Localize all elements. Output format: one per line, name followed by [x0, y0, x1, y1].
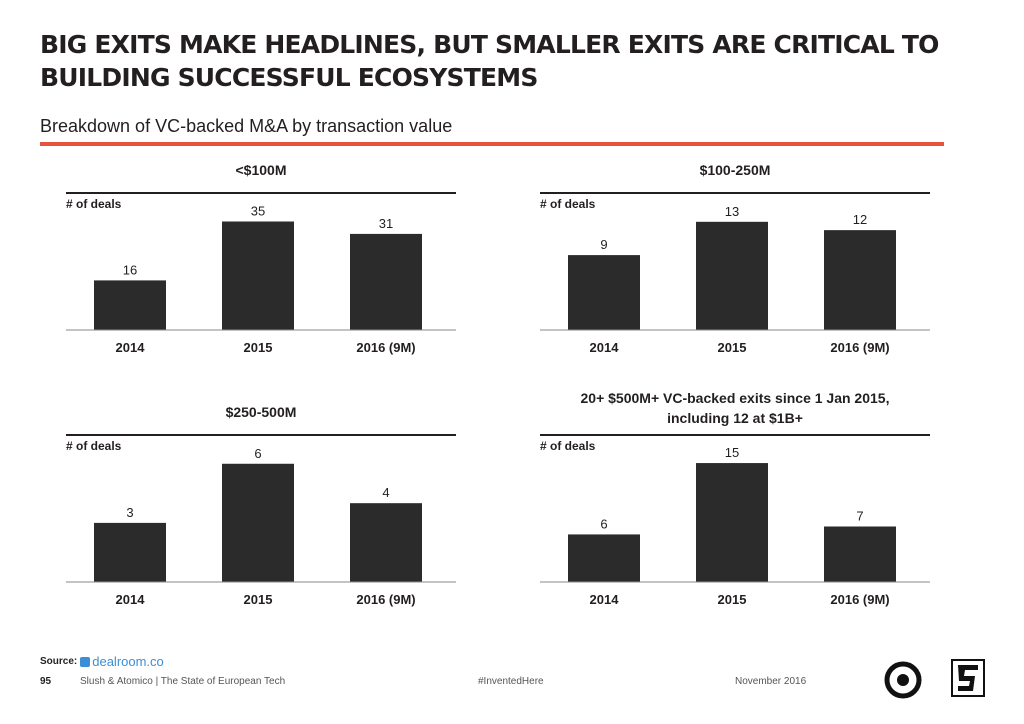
category-label: 2014	[590, 592, 620, 607]
y-axis-label: # of deals	[540, 439, 596, 453]
bar-chart-under-100m: # of deals 16 2014 35 2015 31 2016 (9M)	[66, 197, 456, 355]
chart-panel-under-100m: <$100M # of deals 16 2014 35 2015 31 2016 (9M)	[66, 160, 456, 360]
y-axis-label: # of deals	[540, 197, 596, 211]
value-label: 31	[379, 216, 393, 231]
bar-2015	[696, 463, 768, 582]
category-label: 2014	[590, 340, 620, 355]
source-line: Source: dealroom.co	[40, 654, 164, 669]
category-label: 2015	[718, 340, 747, 355]
bar-chart-100-250m: # of deals 9 2014 13 2015 12 2016 (9M)	[540, 197, 930, 355]
value-label: 16	[123, 262, 137, 277]
chart-panel-100-250m: $100-250M # of deals 9 2014 13 2015 12 2016 (9…	[540, 160, 930, 360]
value-label: 3	[126, 505, 133, 520]
value-label: 6	[254, 446, 261, 461]
category-label: 2014	[116, 340, 146, 355]
bar-2015	[222, 221, 294, 330]
publication-name: Slush & Atomico | The State of European …	[80, 676, 286, 687]
page-subtitle: Breakdown of VC-backed M&A by transactio…	[40, 116, 453, 136]
chart-title: $100-250M	[699, 162, 771, 178]
bar-2016-9m-	[824, 230, 896, 330]
bar-2016-9m-	[824, 526, 896, 582]
bar-2014	[94, 522, 166, 582]
chart-top-rule	[66, 192, 456, 194]
bar-2015	[696, 221, 768, 330]
y-axis-label: # of deals	[66, 197, 122, 211]
value-label: 9	[600, 237, 607, 252]
category-label: 2016 (9M)	[356, 592, 415, 607]
chart-title: 20+ $500M+ VC-backed exits since 1 Jan 2…	[580, 390, 890, 426]
chart-title: <$100M	[235, 162, 287, 178]
category-label: 2015	[244, 592, 273, 607]
bar-2014	[568, 255, 640, 330]
value-label: 13	[725, 204, 739, 219]
page-title: BIG EXITS MAKE HEADLINES, BUT SMALLER EX…	[40, 30, 939, 92]
source-brand: dealroom.co	[92, 654, 164, 669]
chart-top-rule	[540, 192, 930, 194]
publication-date: November 2016	[735, 676, 807, 687]
page-number: 95	[40, 676, 52, 687]
bar-2014	[94, 280, 166, 330]
category-label: 2016 (9M)	[830, 340, 889, 355]
chart-panel-250-500m: $250-500M # of deals 3 2014 6 2015 4 2016 (9M)	[66, 402, 456, 607]
chart-title: $250-500M	[225, 404, 297, 420]
source-label: Source:	[40, 656, 78, 668]
chart-panel-500m-plus: 20+ $500M+ VC-backed exits since 1 Jan 2…	[540, 388, 930, 607]
value-label: 15	[725, 445, 739, 460]
category-label: 2016 (9M)	[356, 340, 415, 355]
bar-2016-9m-	[350, 503, 422, 582]
slush-logo-icon	[884, 661, 922, 699]
category-label: 2016 (9M)	[830, 592, 889, 607]
chart-top-rule	[540, 434, 930, 436]
accent-divider	[40, 142, 944, 146]
category-label: 2015	[244, 340, 273, 355]
bar-2014	[568, 534, 640, 582]
bar-chart-250-500m: # of deals 3 2014 6 2015 4 2016 (9M)	[66, 439, 456, 607]
value-label: 7	[856, 508, 863, 523]
dealroom-logo-icon	[80, 656, 91, 667]
y-axis-label: # of deals	[66, 439, 122, 453]
value-label: 35	[251, 204, 265, 219]
bar-2015	[222, 463, 294, 582]
atomico-logo-icon	[951, 659, 985, 697]
value-label: 12	[853, 212, 867, 227]
category-label: 2014	[116, 592, 146, 607]
value-label: 4	[382, 485, 389, 500]
bar-2016-9m-	[350, 233, 422, 330]
chart-top-rule	[66, 434, 456, 436]
category-label: 2015	[718, 592, 747, 607]
value-label: 6	[600, 516, 607, 531]
bar-chart-500m-plus: # of deals 6 2014 15 2015 7 2016 (9M)	[540, 439, 930, 607]
hashtag: #InventedHere	[478, 676, 544, 687]
